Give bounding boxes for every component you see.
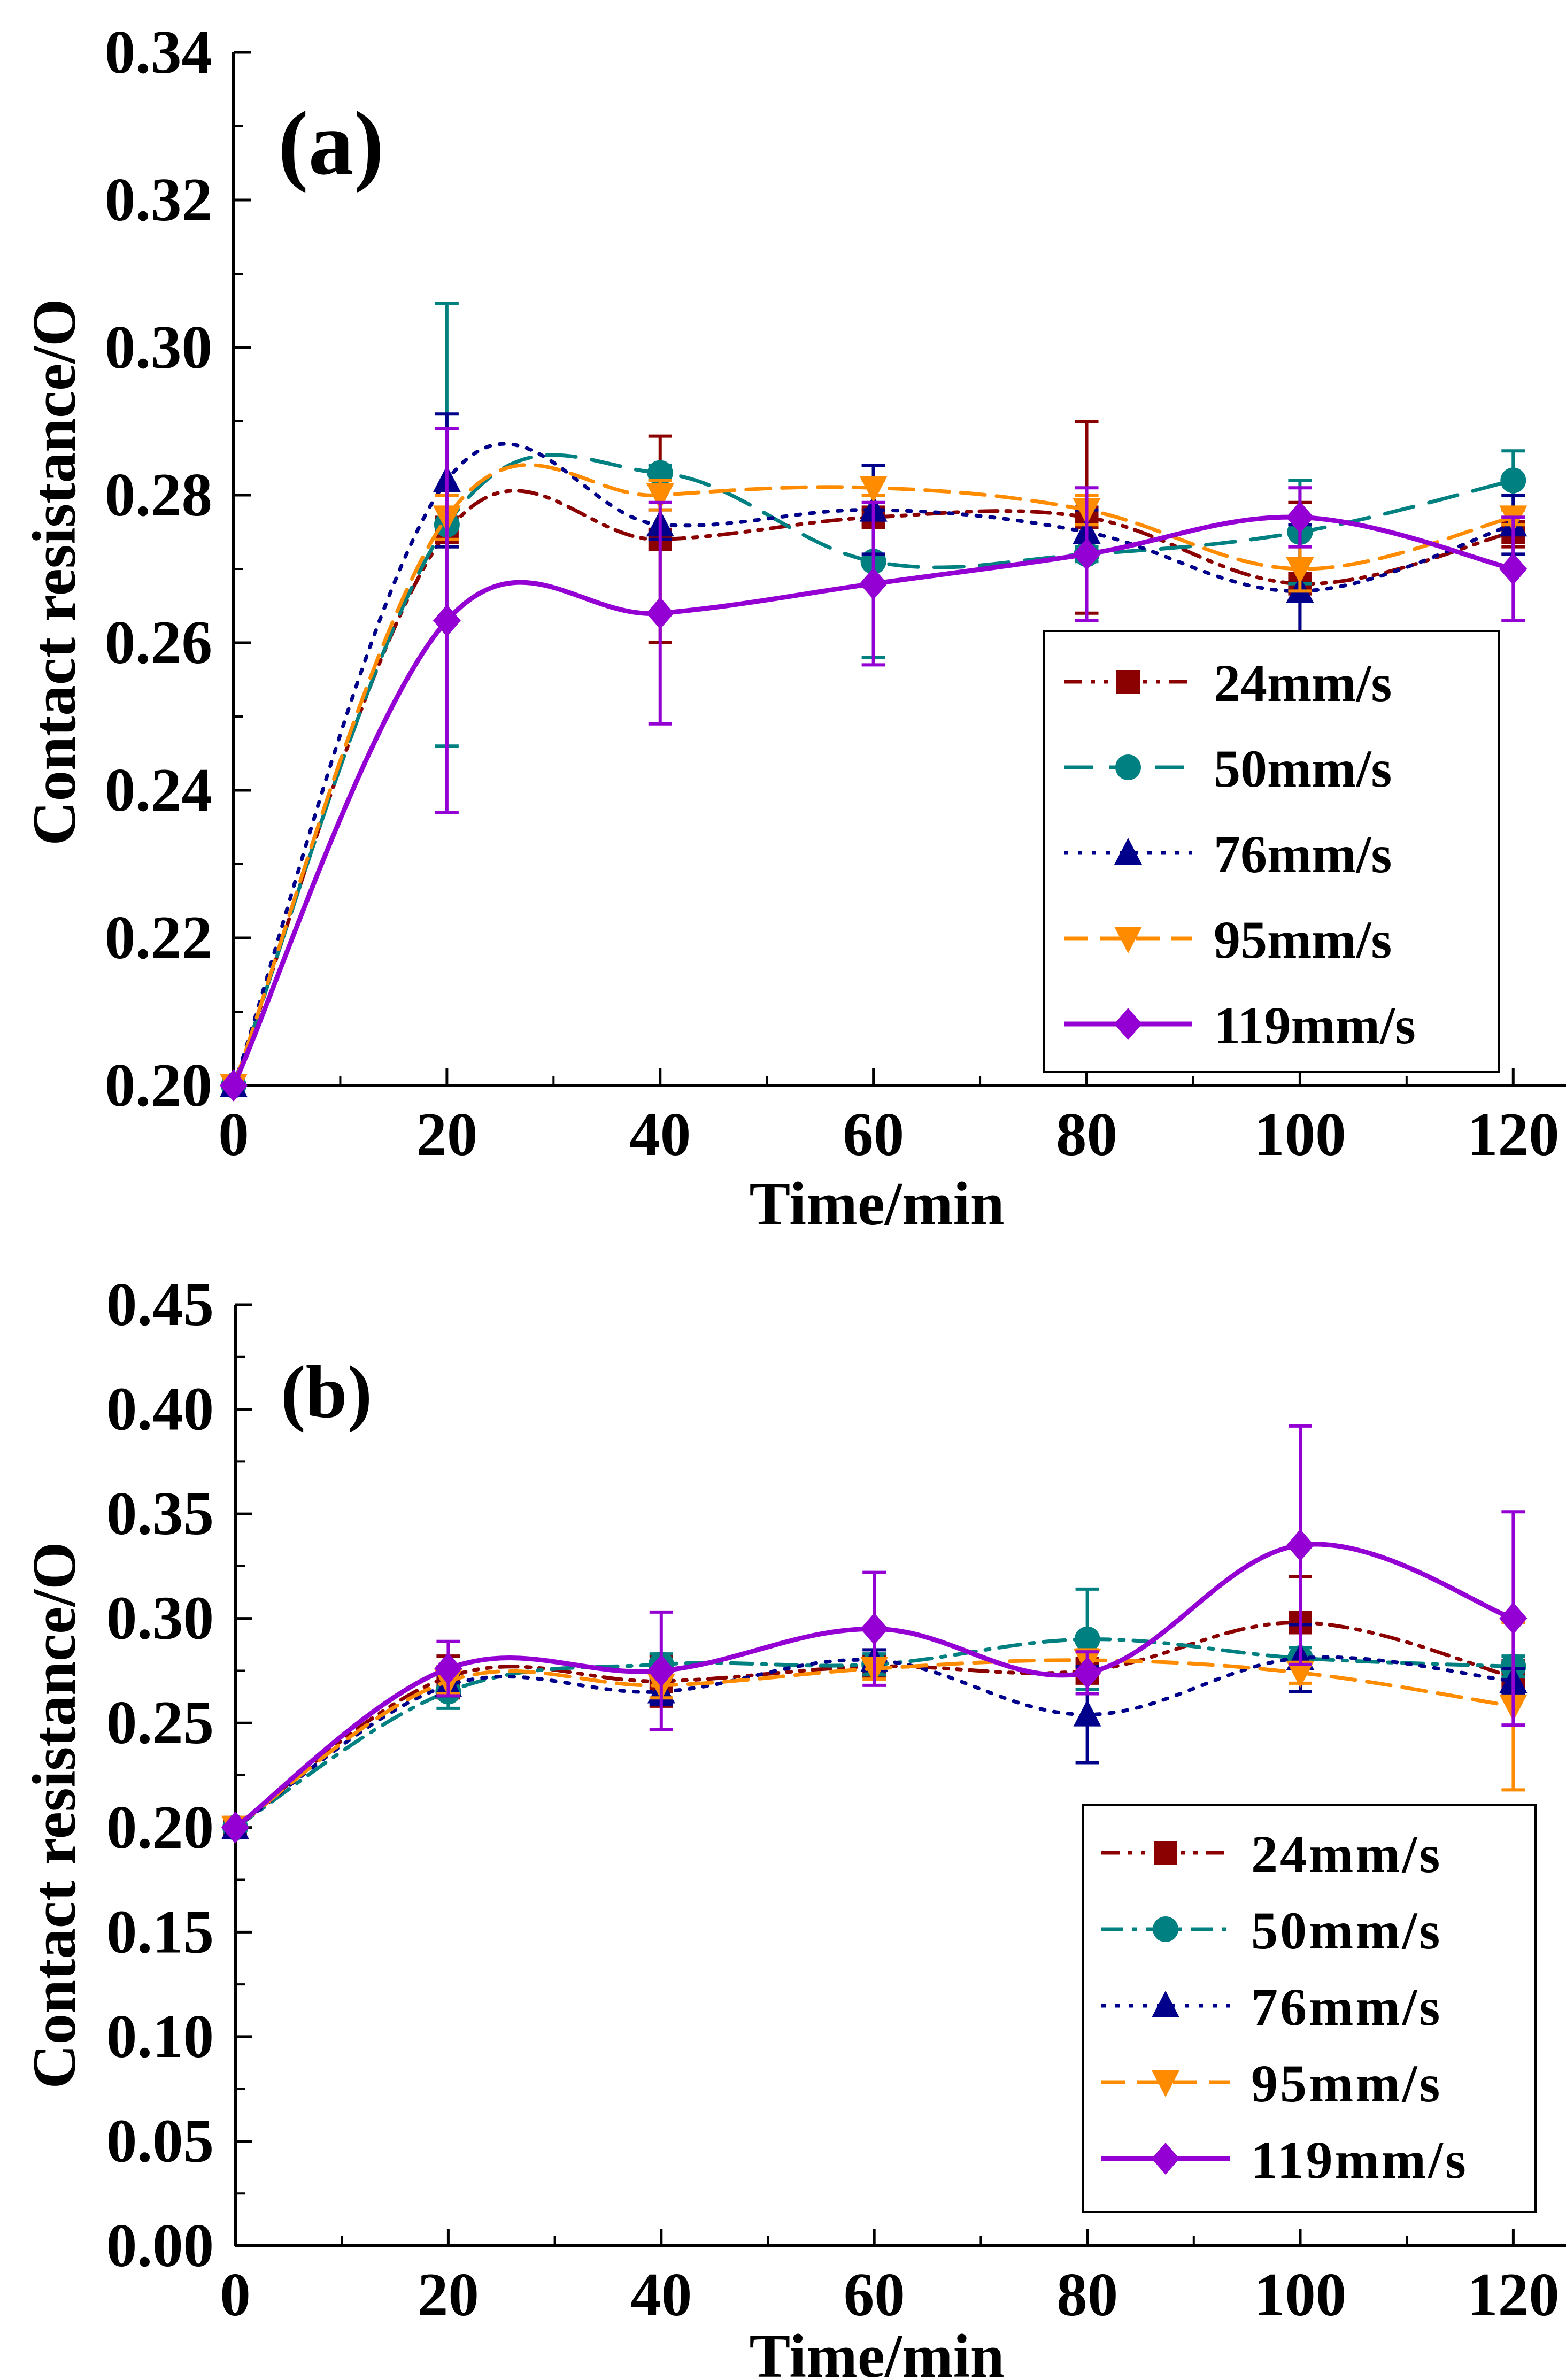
- chart-panel-a: 0.20 0.22 0.24 0.26 0.28 0.30 0.32 0.34 0 20 40 60 8…: [20, 18, 1566, 1238]
- chart-b-data-point: [1286, 1529, 1314, 1561]
- chart-a-y-tick-label: 0.30: [105, 313, 212, 381]
- chart-b-data-point: [1286, 1661, 1314, 1688]
- chart-b-legend-marker: [1152, 2070, 1179, 2097]
- chart-a-series-4: [220, 427, 1528, 1102]
- chart-a-x-tick-label: 120: [1467, 1100, 1560, 1168]
- chart-b-y-tick-label: 0.10: [106, 2002, 214, 2070]
- chart-b-data-point: [1499, 1602, 1528, 1635]
- chart-b-data-point: [1073, 1657, 1101, 1689]
- chart-b-y-axis-label: Contact resistance/O: [20, 1542, 88, 2089]
- chart-a-x-tick-label: 80: [1056, 1100, 1117, 1168]
- chart-a-legend: 24mm/s 50mm/s 76mm/s 95mm/s 119mm/s: [1043, 630, 1500, 1073]
- chart-a-y-tick-label: 0.24: [105, 756, 212, 824]
- chart-a-legend-marker: [1114, 1008, 1142, 1040]
- chart-a-series-line: [232, 489, 1515, 1088]
- chart-b-legend-marker: [1152, 1991, 1179, 2017]
- chart-b-data-point: [221, 1811, 249, 1844]
- chart-b-data-point: [860, 1613, 889, 1645]
- chart-b-y-tick-label: 0.30: [106, 1584, 214, 1652]
- chart-b-axes: 0.00 0.05 0.10 0.15 0.20 0.25 0.30 0.35 0.40 0.45…: [106, 1270, 1566, 2329]
- chart-a-axes: 0.20 0.22 0.24 0.26 0.28 0.30 0.32 0.34 0 20 40 60 8…: [105, 18, 1566, 1168]
- chart-b-y-tick-label: 0.20: [106, 1793, 214, 1861]
- chart-a-legend-marker: [1115, 754, 1141, 780]
- chart-a-x-tick-label: 20: [416, 1100, 477, 1168]
- chart-b-x-tick-label: 60: [844, 2261, 905, 2329]
- chart-a-series-line: [232, 463, 1515, 1088]
- chart-a-y-tick-label: 0.34: [105, 18, 212, 86]
- chart-a-data-point: [1286, 501, 1314, 534]
- chart-b-series: [221, 1424, 1528, 1844]
- chart-a-panel-label: (a): [278, 93, 384, 194]
- chart-b-legend-marker: [1152, 2143, 1179, 2175]
- chart-b-y-tick-label: 0.40: [106, 1375, 214, 1443]
- chart-a-legend-label: 119mm/s: [1214, 996, 1416, 1055]
- chart-b-legend-marker: [1153, 1916, 1178, 1942]
- chart-a-legend-label: 76mm/s: [1214, 825, 1392, 884]
- chart-a-legend-marker: [1114, 838, 1142, 865]
- chart-a-x-tick-label: 40: [629, 1100, 691, 1168]
- chart-a-x-tick-label: 100: [1254, 1100, 1346, 1168]
- chart-b-legend-label: 119mm/s: [1251, 2130, 1468, 2190]
- chart-b-data-point: [647, 1654, 675, 1687]
- chart-a-series-line: [232, 453, 1515, 1088]
- chart-b-y-tick-label: 0.45: [106, 1270, 214, 1338]
- chart-b-legend-label: 76mm/s: [1251, 1977, 1442, 2037]
- chart-b-data-point: [1073, 1699, 1101, 1727]
- chart-b-y-tick-label: 0.05: [106, 2107, 214, 2175]
- chart-a-x-tick-label: 60: [843, 1100, 904, 1168]
- chart-b-y-tick-label: 0.25: [106, 1689, 214, 1757]
- chart-a-series-line: [232, 442, 1515, 1088]
- chart-b-y-tick-label: 0.15: [106, 1898, 214, 1966]
- chart-a-legend-marker: [1116, 670, 1140, 694]
- chart-b-x-tick-label: 80: [1056, 2261, 1118, 2329]
- chart-b-x-tick-label: 0: [220, 2261, 251, 2329]
- chart-b-legend-label: 95mm/s: [1251, 2054, 1442, 2113]
- chart-a-series-line: [231, 514, 1516, 1088]
- chart-b-legend: 24mm/s 50mm/s 76mm/s 95mm/s 119mm/s: [1082, 1804, 1537, 2213]
- chart-a-data-point: [433, 604, 461, 637]
- chart-a-data-point: [646, 483, 674, 510]
- chart-a-data-point: [859, 567, 888, 600]
- chart-a-y-tick-label: 0.20: [105, 1051, 212, 1119]
- chart-a-series: [220, 302, 1528, 1102]
- chart-a-legend-label: 95mm/s: [1214, 910, 1392, 969]
- chart-a-data-point: [859, 476, 888, 503]
- chart-a-data-point: [220, 1069, 248, 1102]
- chart-b-y-tick-label: 0.35: [106, 1480, 214, 1547]
- chart-a-x-tick-label: 0: [218, 1100, 249, 1168]
- chart-a-legend-label: 24mm/s: [1214, 653, 1392, 713]
- chart-b-x-tick-label: 40: [630, 2261, 692, 2329]
- chart-a-legend-marker: [1114, 927, 1142, 953]
- chart-b-x-tick-label: 100: [1254, 2261, 1347, 2329]
- chart-b-y-tick-label: 0.00: [106, 2212, 214, 2279]
- chart-b-data-point: [1074, 1626, 1100, 1652]
- chart-b-legend-marker: [1154, 1841, 1177, 1865]
- chart-a-x-axis-label: Time/min: [749, 1170, 1004, 1238]
- chart-a-data-point: [646, 597, 674, 629]
- chart-b-data-point: [434, 1652, 462, 1685]
- chart-a-y-tick-label: 0.26: [105, 609, 212, 676]
- chart-a-y-tick-label: 0.22: [105, 904, 212, 972]
- chart-a-y-tick-label: 0.32: [105, 166, 212, 234]
- chart-panel-b: 0.00 0.05 0.10 0.15 0.20 0.25 0.30 0.35 0.40 0.45…: [20, 1270, 1566, 2380]
- chart-a-data-point: [1286, 557, 1314, 584]
- chart-b-panel-label: (b): [281, 1351, 372, 1434]
- chart-a-data-point: [1073, 538, 1101, 571]
- chart-a-data-point: [1500, 467, 1526, 494]
- chart-b-x-axis-label: Time/min: [749, 2322, 1004, 2380]
- chart-b-legend-label: 50mm/s: [1251, 1901, 1442, 1960]
- chart-b-x-tick-label: 120: [1467, 2261, 1560, 2329]
- chart-a-data-point: [1499, 553, 1528, 585]
- chart-b-x-tick-label: 20: [418, 2261, 479, 2329]
- chart-b-series-4: [221, 1424, 1528, 1844]
- chart-a-legend-label: 50mm/s: [1214, 739, 1392, 798]
- chart-a-y-axis-label: Contact resistance/O: [20, 298, 88, 845]
- chart-a-y-tick-label: 0.28: [105, 461, 212, 529]
- chart-b-legend-label: 24mm/s: [1251, 1824, 1442, 1884]
